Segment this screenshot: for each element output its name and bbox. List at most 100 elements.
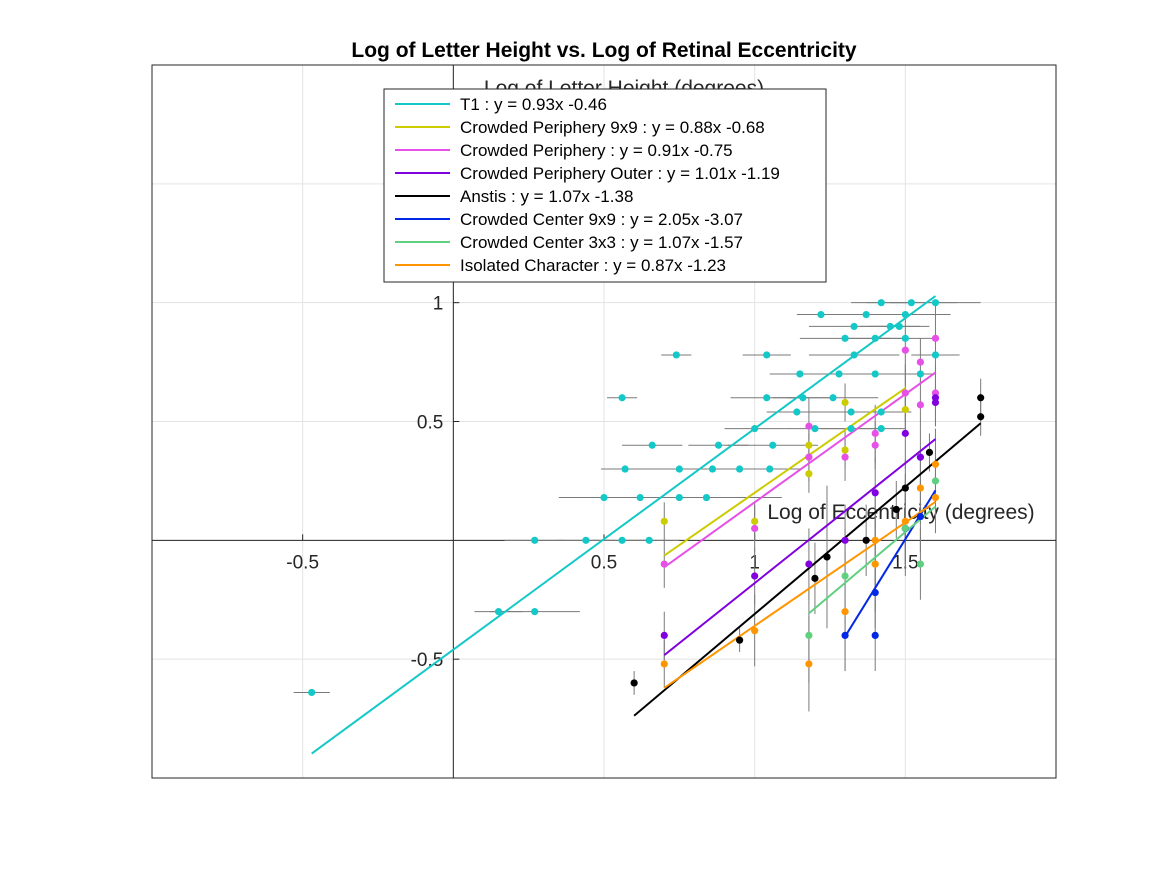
data-point — [660, 560, 668, 568]
data-point — [841, 536, 849, 544]
data-point — [751, 524, 759, 533]
legend-entry: Crowded Center 9x9 : y = 2.05x -3.07 — [460, 210, 743, 229]
data-point — [805, 441, 813, 449]
data-point — [871, 370, 879, 378]
data-point — [847, 408, 855, 416]
legend-entry: Crowded Periphery Outer : y = 1.01x -1.1… — [460, 164, 780, 183]
data-point — [796, 370, 804, 378]
data-point — [805, 631, 813, 640]
legend: T1 : y = 0.93x -0.46 Crowded Periphery 9x… — [383, 88, 827, 283]
data-point — [871, 489, 879, 497]
data-point — [901, 484, 909, 492]
legend-entry: Crowded Periphery : y = 0.91x -0.75 — [460, 141, 733, 160]
data-point — [308, 688, 316, 697]
data-point — [931, 493, 940, 502]
data-point — [862, 310, 870, 319]
data-point — [793, 408, 801, 416]
data-point — [901, 429, 909, 437]
data-point — [736, 636, 744, 644]
data-point — [916, 512, 925, 521]
data-point — [494, 608, 503, 616]
data-point — [582, 536, 590, 544]
data-point — [847, 425, 855, 433]
data-point — [916, 453, 925, 461]
data-point — [841, 453, 849, 461]
fit-line — [808, 505, 937, 615]
data-point — [871, 441, 879, 449]
plot-frame — [151, 64, 1057, 779]
data-point — [805, 422, 813, 430]
data-point — [901, 389, 909, 397]
data-point — [925, 448, 934, 456]
data-point — [901, 406, 909, 414]
data-point — [751, 627, 759, 635]
data-point — [702, 493, 711, 502]
data-point — [708, 465, 717, 473]
data-point — [871, 589, 879, 597]
data-point — [907, 299, 915, 307]
legend-entry: Crowded Center 3x3 : y = 1.07x -1.57 — [460, 233, 743, 252]
data-point — [931, 334, 940, 342]
data-point — [736, 465, 744, 473]
data-point — [751, 517, 759, 525]
data-point — [636, 493, 644, 502]
fit-line — [663, 501, 937, 689]
data-point — [841, 572, 849, 580]
data-point — [901, 346, 909, 354]
data-point — [916, 358, 925, 366]
data-point — [751, 425, 759, 433]
data-point — [871, 631, 879, 640]
data-point — [645, 536, 653, 544]
data-point — [931, 299, 940, 307]
data-point — [841, 446, 849, 454]
data-point — [931, 351, 940, 359]
data-point — [823, 553, 831, 561]
data-point — [714, 441, 723, 449]
data-point — [877, 408, 885, 416]
data-point — [799, 394, 807, 402]
fit-line — [663, 371, 937, 569]
legend-box — [383, 88, 827, 283]
data-point — [901, 310, 909, 319]
x-tick-label: -0.5 — [286, 552, 319, 573]
legend-entry: T1 : y = 0.93x -0.46 — [460, 95, 607, 114]
data-point — [871, 560, 879, 568]
legend-entry: Crowded Periphery 9x9 : y = 0.88x -0.68 — [460, 118, 765, 137]
data-point — [766, 465, 774, 473]
data-point — [835, 370, 843, 378]
data-point — [877, 299, 885, 307]
fit-line — [663, 438, 937, 656]
data-point — [769, 441, 777, 449]
data-point — [841, 631, 849, 640]
data-point — [916, 484, 925, 492]
data-point — [805, 660, 813, 668]
data-point — [877, 425, 885, 433]
fit-lines — [311, 295, 982, 755]
data-point — [660, 660, 668, 668]
data-point — [660, 517, 668, 525]
data-point — [871, 536, 879, 544]
data-point — [892, 505, 900, 514]
y-tick-label: 1 — [433, 294, 444, 315]
data-point — [600, 493, 608, 502]
data-point — [630, 679, 638, 687]
data-point — [805, 560, 813, 568]
data-point — [805, 470, 813, 478]
data-point — [763, 394, 771, 402]
chart-title: Log of Letter Height vs. Log of Retinal … — [351, 39, 857, 62]
data-point — [817, 310, 825, 319]
legend-entry: Isolated Character : y = 0.87x -1.23 — [460, 256, 726, 275]
x-tick-label: 0.5 — [591, 552, 617, 573]
data-point — [763, 351, 771, 359]
data-point — [618, 394, 626, 402]
y-tick-label: -0.5 — [411, 650, 444, 671]
data-point — [811, 425, 819, 433]
data-point — [862, 536, 870, 544]
data-point — [531, 608, 539, 616]
data-point — [751, 572, 759, 580]
data-point — [829, 394, 837, 402]
data-point — [805, 453, 813, 461]
data-point — [901, 524, 909, 533]
data-point — [675, 493, 683, 502]
